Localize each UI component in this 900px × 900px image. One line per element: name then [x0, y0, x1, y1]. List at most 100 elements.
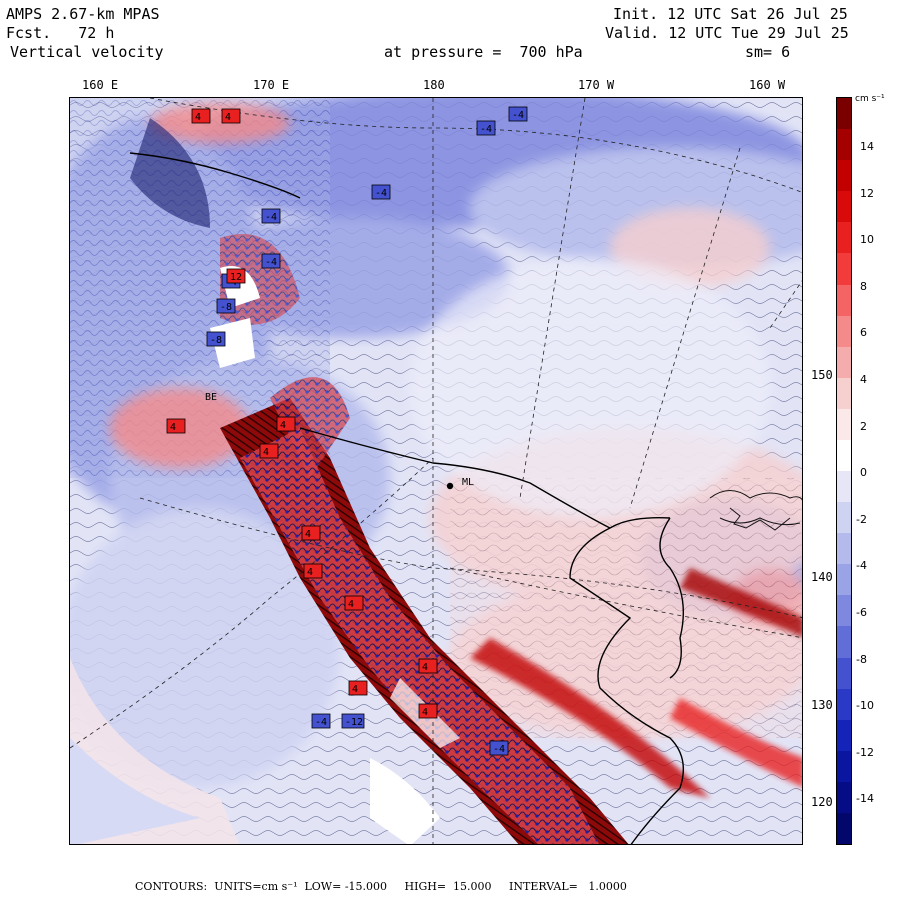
coastline — [129, 152, 685, 844]
lon-label-180: 180 — [423, 78, 445, 92]
pressure-level: at pressure = 700 hPa — [384, 43, 583, 61]
station-marker — [446, 482, 454, 490]
contour-label-box — [166, 418, 186, 434]
vertical-velocity-map: ML BE -4 -4 4 4 -4 -4 -4 -4 12 -8 -8 4 4 4 4 4 4 4 4 4 -4 -12… — [70, 98, 802, 844]
contour-label-box — [301, 525, 321, 541]
station-label-2: BE — [205, 392, 217, 403]
contour-label-box — [259, 443, 279, 459]
field-name: Vertical velocity — [10, 43, 164, 61]
colorbar-tick-label: 4 — [860, 373, 867, 386]
colorbar-tick-label: -6 — [856, 606, 867, 619]
colorbar-segment — [837, 129, 851, 161]
colorbar-tick-label: 14 — [860, 140, 874, 153]
colorbar-segment — [837, 657, 851, 690]
contour-label-box — [418, 703, 438, 719]
contour-label: 4 — [352, 684, 358, 695]
lon-label-160w: 160 W — [749, 78, 786, 92]
colorbar-segment — [837, 533, 851, 565]
colorbar-segment — [837, 191, 851, 223]
map-panel: ML BE -4 -4 4 4 -4 -4 -4 -4 12 -8 -8 4 4 4 4 4 4 4 4 4 -4 -12… — [69, 97, 803, 845]
colorbar-segment — [837, 719, 851, 752]
contour-label: 4 — [348, 599, 354, 610]
contour-label-box — [508, 106, 528, 122]
colorbar-tick-label: 6 — [860, 326, 867, 340]
colorbar-tick-label: 10 — [860, 233, 874, 247]
contour-label: 4 — [195, 112, 201, 123]
contour-label: 4 — [422, 707, 428, 718]
colorbar-segment — [837, 781, 851, 814]
contour-label-box — [344, 595, 364, 611]
contour-label-box — [348, 680, 368, 696]
contour-label-box — [489, 740, 509, 756]
forecast-hour: Fcst. 72 h — [6, 24, 114, 42]
contour-label: -4 — [265, 212, 277, 223]
colorbar-tick-label: 0 — [860, 466, 867, 480]
station-label: ML — [462, 477, 474, 488]
contour-label: -8 — [210, 335, 222, 346]
colorbar-segment — [837, 346, 851, 379]
colorbar-segment — [837, 750, 851, 783]
contour-label: 4 — [225, 112, 231, 123]
colorbar-segment — [837, 377, 851, 410]
colorbar-tick-label: 12 — [860, 186, 874, 200]
contour-label-box — [341, 713, 365, 729]
contour-label-box — [261, 208, 281, 224]
colorbar-tick-label: -8 — [856, 652, 867, 666]
colorbar-segment — [837, 502, 851, 534]
contour-label: -4 — [375, 188, 387, 199]
contour-info: CONTOURS: UNITS=cm s⁻¹ LOW= -15.000 HIGH… — [135, 880, 627, 893]
fcst-label: Fcst. — [6, 24, 52, 42]
contour-label-box — [216, 298, 236, 314]
colorbar-segment — [837, 688, 851, 721]
colorbar-segment — [837, 626, 851, 658]
contour-label-box — [418, 658, 438, 674]
colorbar-segment — [837, 408, 851, 441]
contour-label-box — [371, 184, 391, 200]
contour-label-box — [191, 108, 211, 124]
colorbar-segment — [837, 284, 851, 317]
colorbar-segment — [837, 98, 851, 130]
colorbar-segment — [837, 471, 851, 503]
contour-label-box — [303, 563, 323, 579]
colorbar — [836, 97, 852, 845]
contour-label: 4 — [422, 662, 428, 673]
contour-label: -8 — [220, 302, 232, 313]
colorbar-tick-label: 2 — [860, 419, 867, 433]
colorbar-segment — [837, 595, 851, 627]
lon-label-170w: 170 W — [578, 78, 615, 92]
colorbar-tick-label: 8 — [860, 279, 867, 293]
contour-label-box — [226, 268, 246, 284]
colorbar-segment — [837, 564, 851, 596]
contour-label-box — [311, 713, 331, 729]
colorbar-segment — [837, 253, 851, 285]
colorbar-tick-label: -4 — [856, 559, 867, 573]
contour-label: 4 — [263, 447, 269, 458]
mountain-band — [130, 118, 629, 844]
contour-label-box — [206, 331, 226, 347]
contour-label: 4 — [280, 420, 286, 431]
contour-label: -4 — [265, 257, 277, 268]
fcst-value: 72 h — [78, 24, 115, 42]
contour-label-box — [476, 120, 496, 136]
contour-label: 12 — [230, 272, 242, 283]
contour-label: 4 — [170, 422, 176, 433]
contour-label-box — [221, 108, 241, 124]
model-title: AMPS 2.67-km MPAS — [6, 5, 160, 23]
lon-label-170e: 170 E — [253, 78, 290, 92]
colorbar-tick-label: -12 — [856, 745, 874, 759]
contour-label: -4 — [480, 124, 492, 135]
colorbar-segment — [837, 315, 851, 348]
colorbar-segment — [837, 160, 851, 192]
colorbar-tick-label: -10 — [856, 699, 874, 713]
contour-label: -4 — [493, 744, 505, 755]
contour-label-box — [261, 253, 281, 269]
contour-label: -12 — [345, 717, 363, 728]
colorbar-tick-label: -2 — [856, 512, 867, 526]
lon-label-160e: 160 E — [82, 78, 119, 92]
colorbar-segment — [837, 222, 851, 254]
init-time: Init. 12 UTC Sat 26 Jul 25 — [613, 5, 848, 23]
smoothing: sm= 6 — [745, 43, 791, 61]
colorbar-segment — [837, 439, 851, 472]
contour-label: 4 — [307, 567, 313, 578]
